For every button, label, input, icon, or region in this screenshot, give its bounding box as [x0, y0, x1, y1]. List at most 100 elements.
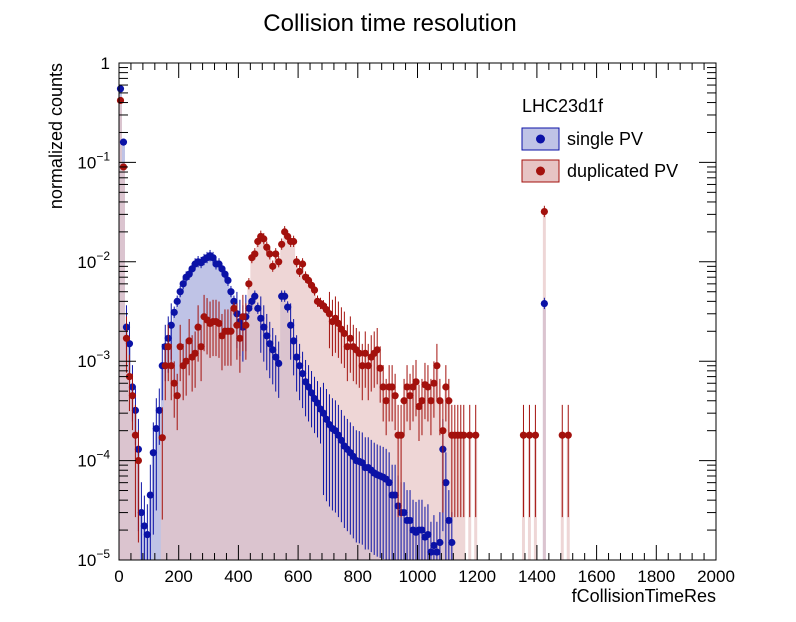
- data-point: [293, 353, 301, 361]
- data-point: [358, 362, 366, 370]
- data-point: [325, 310, 334, 318]
- data-point: [170, 379, 178, 387]
- data-point: [445, 397, 453, 405]
- data-point: [221, 270, 229, 278]
- data-point: [125, 340, 134, 348]
- data-point: [185, 270, 193, 278]
- data-point: [346, 334, 354, 342]
- data-point: [275, 359, 283, 368]
- data-point: [439, 427, 447, 435]
- data-point: [260, 323, 268, 331]
- data-point: [466, 431, 474, 439]
- data-point: [430, 379, 438, 387]
- data-point: [295, 362, 304, 370]
- data-point: [400, 397, 408, 405]
- data-point: [218, 265, 226, 273]
- data-point: [161, 362, 169, 370]
- legend-label: duplicated PV: [567, 161, 678, 181]
- data-point: [397, 431, 405, 439]
- data-point: [355, 349, 363, 357]
- data-point: [295, 267, 304, 276]
- x-tick-label: 1000: [399, 567, 437, 586]
- data-point: [400, 508, 408, 517]
- data-point: [254, 304, 262, 312]
- data-point: [412, 378, 420, 386]
- x-tick-label: 400: [224, 567, 252, 586]
- data-point: [307, 389, 316, 397]
- data-point: [284, 303, 292, 311]
- data-point: [448, 538, 456, 547]
- data-point: [337, 436, 345, 444]
- data-point: [263, 332, 271, 340]
- data-point: [137, 508, 145, 517]
- data-point: [319, 409, 328, 417]
- data-point: [119, 138, 128, 146]
- y-tick-label: 10−5: [77, 547, 110, 570]
- data-point: [275, 258, 283, 266]
- data-point: [382, 397, 390, 405]
- data-point: [540, 299, 548, 308]
- data-point: [290, 237, 298, 246]
- data-point: [242, 321, 250, 329]
- x-tick-label: 0: [114, 567, 123, 586]
- data-point: [418, 526, 426, 534]
- data-point: [424, 531, 432, 539]
- data-point: [322, 415, 331, 423]
- data-point: [191, 349, 199, 357]
- y-tick-label: 1: [101, 54, 110, 73]
- data-point: [442, 479, 450, 487]
- data-point: [436, 538, 444, 547]
- data-point: [376, 364, 384, 372]
- data-point: [164, 343, 172, 351]
- data-point: [173, 297, 181, 305]
- data-point: [436, 397, 444, 405]
- data-point: [304, 383, 313, 391]
- data-point: [290, 337, 298, 345]
- data-point: [525, 431, 534, 439]
- x-tick-label: 200: [165, 567, 193, 586]
- x-tick-label: 1600: [578, 567, 616, 586]
- legend-label: single PV: [567, 129, 643, 149]
- data-point: [173, 392, 181, 400]
- data-point: [340, 329, 348, 338]
- data-point: [540, 207, 548, 216]
- legend-marker: [536, 134, 545, 144]
- data-point: [415, 402, 423, 411]
- data-point: [116, 85, 125, 93]
- data-point: [433, 548, 441, 556]
- data-point: [197, 343, 205, 351]
- data-point: [230, 304, 238, 312]
- data-point: [170, 308, 178, 316]
- data-point: [310, 286, 319, 294]
- x-tick-label: 600: [284, 567, 312, 586]
- x-tick-label: 1800: [637, 567, 675, 586]
- data-point: [298, 260, 307, 268]
- data-point: [272, 353, 280, 361]
- x-tick-label: 1400: [518, 567, 556, 586]
- legend: LHC23d1f single PV duplicated PV: [521, 96, 678, 183]
- y-tick-label: 10−3: [77, 348, 110, 371]
- data-point: [391, 392, 399, 400]
- fill-layer: [119, 88, 570, 560]
- data-point: [224, 276, 232, 284]
- data-point: [167, 362, 175, 370]
- data-point: [445, 516, 453, 525]
- data-point: [266, 340, 274, 348]
- data-point: [263, 243, 271, 251]
- data-point: [251, 292, 259, 300]
- data-point: [209, 254, 217, 262]
- data-point: [287, 321, 295, 329]
- data-point: [236, 334, 244, 342]
- data-point: [128, 392, 137, 400]
- marker-layer: [116, 85, 572, 560]
- x-tick-label: 1200: [458, 567, 496, 586]
- data-point: [427, 397, 435, 405]
- y-axis-label: normalized counts: [46, 63, 66, 209]
- x-tick-label: 2000: [697, 567, 735, 586]
- data-point: [430, 541, 438, 550]
- data-point: [176, 343, 184, 351]
- data-point: [134, 457, 142, 465]
- data-point: [558, 431, 566, 439]
- y-tick-label: 10−1: [77, 149, 110, 172]
